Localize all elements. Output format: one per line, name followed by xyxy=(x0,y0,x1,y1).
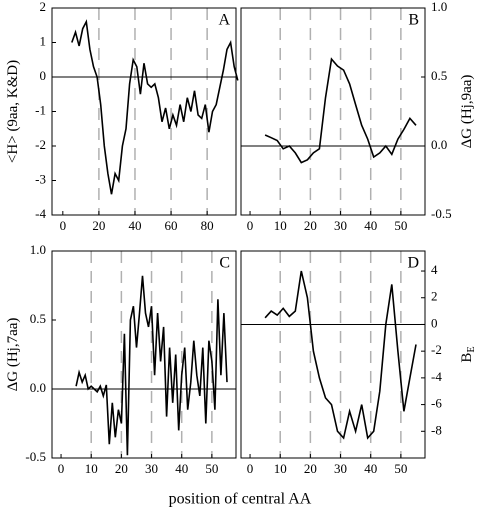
x-tick-label: 50 xyxy=(205,461,218,476)
panel-label: B xyxy=(408,12,419,29)
panel-frame xyxy=(240,7,426,216)
y-tick-label: -0.5 xyxy=(431,206,452,221)
y-tick-label: -4 xyxy=(35,206,46,221)
y-axis-label-main: ΔG (Hj,9aa) xyxy=(459,75,475,149)
y-tick-label: -0.5 xyxy=(25,449,46,464)
y-tick-label: -4 xyxy=(431,369,442,384)
x-tick-label: 10 xyxy=(274,218,287,233)
x-tick-label: 10 xyxy=(274,461,287,476)
x-tick-label: 30 xyxy=(334,218,347,233)
y-tick-label: 0.0 xyxy=(431,137,447,152)
x-tick-label: 80 xyxy=(201,218,214,233)
y-axis-label-sub: E xyxy=(466,346,477,352)
x-tick-label: 0 xyxy=(60,218,67,233)
y-tick-label: 0.0 xyxy=(30,380,46,395)
y-axis-label: ΔG (Hj,7aa) xyxy=(5,318,21,392)
y-tick-label: -2 xyxy=(431,342,442,357)
x-tick-label: 40 xyxy=(364,218,377,233)
x-tick-label: 30 xyxy=(334,461,347,476)
y-axis-label: ΔG (Hj,9aa) xyxy=(459,75,475,149)
y-tick-label: 0.5 xyxy=(30,311,46,326)
x-tick-label: 20 xyxy=(92,218,105,233)
y-axis-label: <H> (9aa, K&D) xyxy=(5,60,21,163)
x-tick-label: 0 xyxy=(58,461,65,476)
data-line xyxy=(71,19,239,195)
x-tick-label: 20 xyxy=(304,218,317,233)
y-tick-label: 0 xyxy=(431,315,438,330)
y-tick-label: 0 xyxy=(40,68,47,83)
y-tick-label: 1 xyxy=(40,33,47,48)
y-tick-label: 2 xyxy=(40,0,47,14)
x-axis-label: position of central AA xyxy=(169,491,312,508)
panel-frame xyxy=(51,7,237,216)
x-tick-label: 40 xyxy=(175,461,188,476)
y-tick-label: 1.0 xyxy=(431,0,447,14)
x-tick-label: 60 xyxy=(165,218,178,233)
y-axis-label-main: B xyxy=(459,353,475,363)
y-tick-label: 2 xyxy=(431,289,438,304)
panel-frame xyxy=(51,250,237,459)
x-tick-label: 10 xyxy=(85,461,98,476)
data-line xyxy=(264,57,417,164)
data-line xyxy=(264,270,417,440)
panel-label: D xyxy=(407,255,419,272)
y-tick-label: -8 xyxy=(431,422,442,437)
y-tick-label: 1.0 xyxy=(30,242,46,257)
panel-frame xyxy=(240,250,426,459)
y-tick-label: 4 xyxy=(431,262,438,277)
y-tick-label: -3 xyxy=(35,171,46,186)
x-tick-label: 0 xyxy=(247,218,254,233)
y-tick-label: 0.5 xyxy=(431,68,447,83)
x-tick-label: 40 xyxy=(128,218,141,233)
data-line xyxy=(75,275,228,456)
y-axis-label-main: <H> (9aa, K&D) xyxy=(5,60,21,163)
x-tick-label: 20 xyxy=(304,461,317,476)
x-tick-label: 40 xyxy=(364,461,377,476)
panel-label: C xyxy=(219,255,230,272)
y-tick-label: -6 xyxy=(431,396,442,411)
x-tick-label: 0 xyxy=(247,461,254,476)
x-tick-label: 50 xyxy=(394,461,407,476)
x-tick-label: 20 xyxy=(115,461,128,476)
y-tick-label: -2 xyxy=(35,137,46,152)
y-axis-label: BE xyxy=(459,346,477,362)
x-tick-label: 50 xyxy=(394,218,407,233)
y-tick-label: -1 xyxy=(35,102,46,117)
x-tick-label: 30 xyxy=(145,461,158,476)
panel-label: A xyxy=(218,12,230,29)
y-axis-label-main: ΔG (Hj,7aa) xyxy=(5,318,21,392)
